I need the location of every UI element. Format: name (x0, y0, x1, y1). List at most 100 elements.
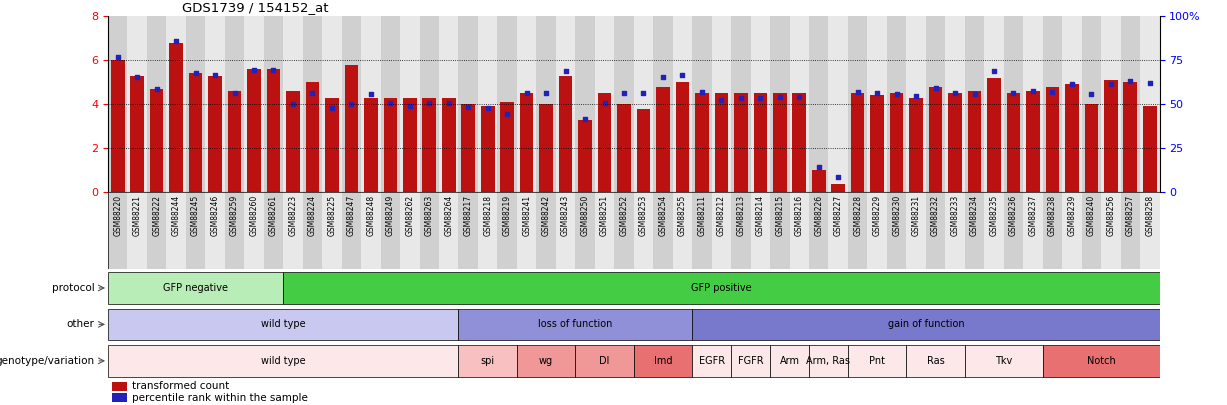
Text: GSM88215: GSM88215 (775, 195, 784, 236)
Bar (169, 43, 183, 192)
Text: GSM88236: GSM88236 (1009, 195, 1018, 236)
Bar (400, 16, 420, 192)
Bar (128, 192, 147, 269)
Bar (185, 192, 205, 269)
Bar (384, 98, 398, 192)
Text: Tkv: Tkv (995, 356, 1012, 366)
Point (925, 85, 945, 92)
Point (128, 74, 147, 80)
Text: GSM88254: GSM88254 (659, 195, 667, 236)
Bar (461, 104, 475, 192)
Point (1043, 88, 1063, 95)
Text: GSM88256: GSM88256 (1107, 195, 1115, 236)
Bar (753, 93, 767, 192)
Point (1120, 78, 1140, 84)
Bar (113, 393, 128, 402)
Bar (867, 192, 887, 269)
Bar (459, 345, 517, 377)
Bar (283, 16, 303, 192)
Bar (1006, 93, 1021, 192)
Bar (712, 192, 731, 269)
Bar (789, 16, 809, 192)
Bar (694, 93, 709, 192)
Bar (1023, 16, 1043, 192)
Bar (283, 272, 1160, 304)
Point (712, 97, 731, 104)
Point (595, 100, 615, 107)
Bar (1043, 345, 1160, 377)
Bar (479, 192, 497, 269)
Point (1023, 87, 1043, 94)
Bar (1045, 87, 1059, 192)
Text: GDS1739 / 154152_at: GDS1739 / 154152_at (182, 1, 328, 14)
Bar (150, 89, 163, 192)
Bar (1082, 192, 1101, 269)
Point (1101, 81, 1120, 87)
Bar (890, 93, 903, 192)
Bar (575, 345, 633, 377)
Bar (306, 82, 319, 192)
Point (536, 90, 556, 96)
Bar (108, 345, 459, 377)
Point (731, 95, 751, 101)
Bar (205, 16, 225, 192)
Text: EGFR: EGFR (698, 356, 725, 366)
Bar (964, 345, 1043, 377)
Text: GSM88244: GSM88244 (172, 195, 180, 236)
Point (575, 116, 595, 122)
Bar (633, 192, 653, 269)
Point (380, 100, 400, 107)
Bar (247, 69, 261, 192)
Bar (1101, 192, 1120, 269)
Bar (517, 192, 536, 269)
Text: GSM88238: GSM88238 (1048, 195, 1056, 236)
Text: GSM88228: GSM88228 (853, 195, 863, 236)
Text: GSM88263: GSM88263 (425, 195, 434, 236)
Text: GSM88212: GSM88212 (717, 195, 726, 236)
Bar (1104, 80, 1118, 192)
Bar (130, 76, 144, 192)
Bar (578, 120, 591, 192)
Bar (303, 16, 323, 192)
Text: GSM88264: GSM88264 (444, 195, 453, 236)
Point (108, 54, 128, 60)
Text: GSM88232: GSM88232 (931, 195, 940, 236)
Bar (422, 98, 436, 192)
Bar (676, 82, 690, 192)
Bar (264, 192, 283, 269)
Text: transformed count: transformed count (131, 382, 229, 391)
Bar (341, 192, 361, 269)
Text: GSM88242: GSM88242 (541, 195, 551, 236)
Bar (1082, 16, 1101, 192)
Bar (244, 192, 264, 269)
Text: GSM88249: GSM88249 (385, 195, 395, 236)
Bar (517, 16, 536, 192)
Bar (128, 16, 147, 192)
Point (751, 95, 771, 101)
Bar (615, 192, 633, 269)
Point (303, 90, 323, 96)
Point (848, 89, 867, 96)
Bar (205, 192, 225, 269)
Text: GSM88234: GSM88234 (971, 195, 979, 236)
Bar (773, 93, 787, 192)
Bar (497, 192, 517, 269)
Point (1140, 80, 1160, 87)
Bar (540, 104, 553, 192)
Text: GSM88222: GSM88222 (152, 195, 161, 236)
Bar (907, 192, 926, 269)
Text: GSM88217: GSM88217 (464, 195, 472, 236)
Bar (988, 78, 1001, 192)
Bar (1026, 91, 1039, 192)
Point (244, 67, 264, 73)
Text: GSM88225: GSM88225 (328, 195, 336, 236)
Bar (1140, 16, 1160, 192)
Bar (828, 16, 848, 192)
Bar (1124, 82, 1137, 192)
Text: GSM88230: GSM88230 (892, 195, 901, 236)
Bar (442, 98, 455, 192)
Text: GSM88248: GSM88248 (367, 195, 375, 236)
Text: genotype/variation: genotype/variation (0, 356, 94, 366)
Bar (439, 16, 459, 192)
Bar (692, 16, 712, 192)
